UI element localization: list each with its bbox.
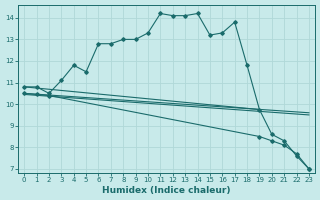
- X-axis label: Humidex (Indice chaleur): Humidex (Indice chaleur): [102, 186, 231, 195]
